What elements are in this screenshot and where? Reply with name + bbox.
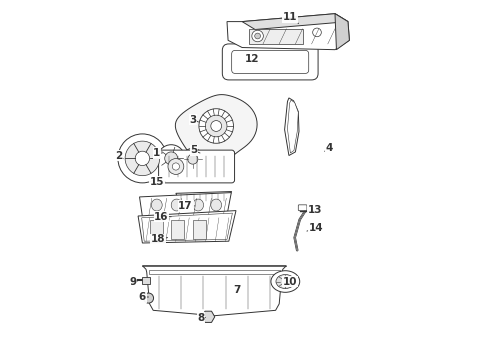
Circle shape — [188, 154, 198, 164]
Polygon shape — [142, 213, 232, 241]
Polygon shape — [285, 98, 299, 156]
Circle shape — [157, 145, 185, 172]
Bar — [193, 220, 206, 239]
Text: 2: 2 — [115, 150, 123, 161]
FancyBboxPatch shape — [298, 205, 307, 211]
Text: 3: 3 — [189, 114, 198, 125]
Text: 15: 15 — [149, 177, 165, 187]
Circle shape — [172, 163, 179, 170]
Circle shape — [118, 134, 167, 183]
Circle shape — [211, 121, 221, 131]
Polygon shape — [140, 193, 231, 217]
Bar — [171, 220, 184, 239]
Polygon shape — [202, 311, 215, 323]
Ellipse shape — [211, 199, 221, 211]
Ellipse shape — [171, 199, 182, 211]
Bar — [142, 277, 149, 284]
Text: 16: 16 — [154, 212, 171, 222]
Circle shape — [168, 159, 184, 175]
Text: 5: 5 — [190, 145, 200, 156]
Text: 18: 18 — [150, 234, 168, 244]
Circle shape — [255, 33, 261, 39]
FancyBboxPatch shape — [232, 50, 309, 73]
Bar — [149, 220, 163, 239]
Circle shape — [125, 141, 160, 176]
Circle shape — [205, 115, 227, 137]
Circle shape — [199, 109, 233, 143]
Text: 12: 12 — [245, 54, 259, 64]
Circle shape — [144, 293, 153, 303]
Circle shape — [135, 151, 149, 166]
Polygon shape — [143, 266, 286, 316]
Polygon shape — [242, 14, 348, 30]
Text: 6: 6 — [139, 292, 148, 302]
Circle shape — [252, 30, 263, 42]
Ellipse shape — [271, 271, 300, 292]
Polygon shape — [175, 95, 257, 170]
Polygon shape — [138, 211, 236, 243]
Text: 9: 9 — [129, 276, 137, 287]
Ellipse shape — [276, 275, 294, 289]
Circle shape — [313, 28, 321, 37]
Text: 10: 10 — [283, 276, 297, 287]
Text: 13: 13 — [308, 204, 322, 215]
Text: 4: 4 — [324, 143, 333, 153]
Text: 17: 17 — [178, 201, 195, 211]
Text: 1: 1 — [153, 148, 162, 158]
FancyBboxPatch shape — [222, 44, 318, 80]
Ellipse shape — [151, 199, 162, 211]
Text: 8: 8 — [197, 312, 205, 323]
Polygon shape — [335, 14, 349, 50]
Polygon shape — [288, 100, 298, 153]
FancyBboxPatch shape — [249, 29, 303, 44]
FancyBboxPatch shape — [159, 150, 235, 183]
Polygon shape — [176, 192, 232, 202]
Text: 11: 11 — [283, 12, 298, 23]
Polygon shape — [227, 14, 349, 50]
FancyBboxPatch shape — [149, 270, 280, 274]
Text: 14: 14 — [307, 222, 323, 233]
Text: 7: 7 — [233, 285, 241, 295]
Circle shape — [182, 148, 204, 170]
Ellipse shape — [193, 199, 204, 211]
Circle shape — [165, 152, 178, 165]
